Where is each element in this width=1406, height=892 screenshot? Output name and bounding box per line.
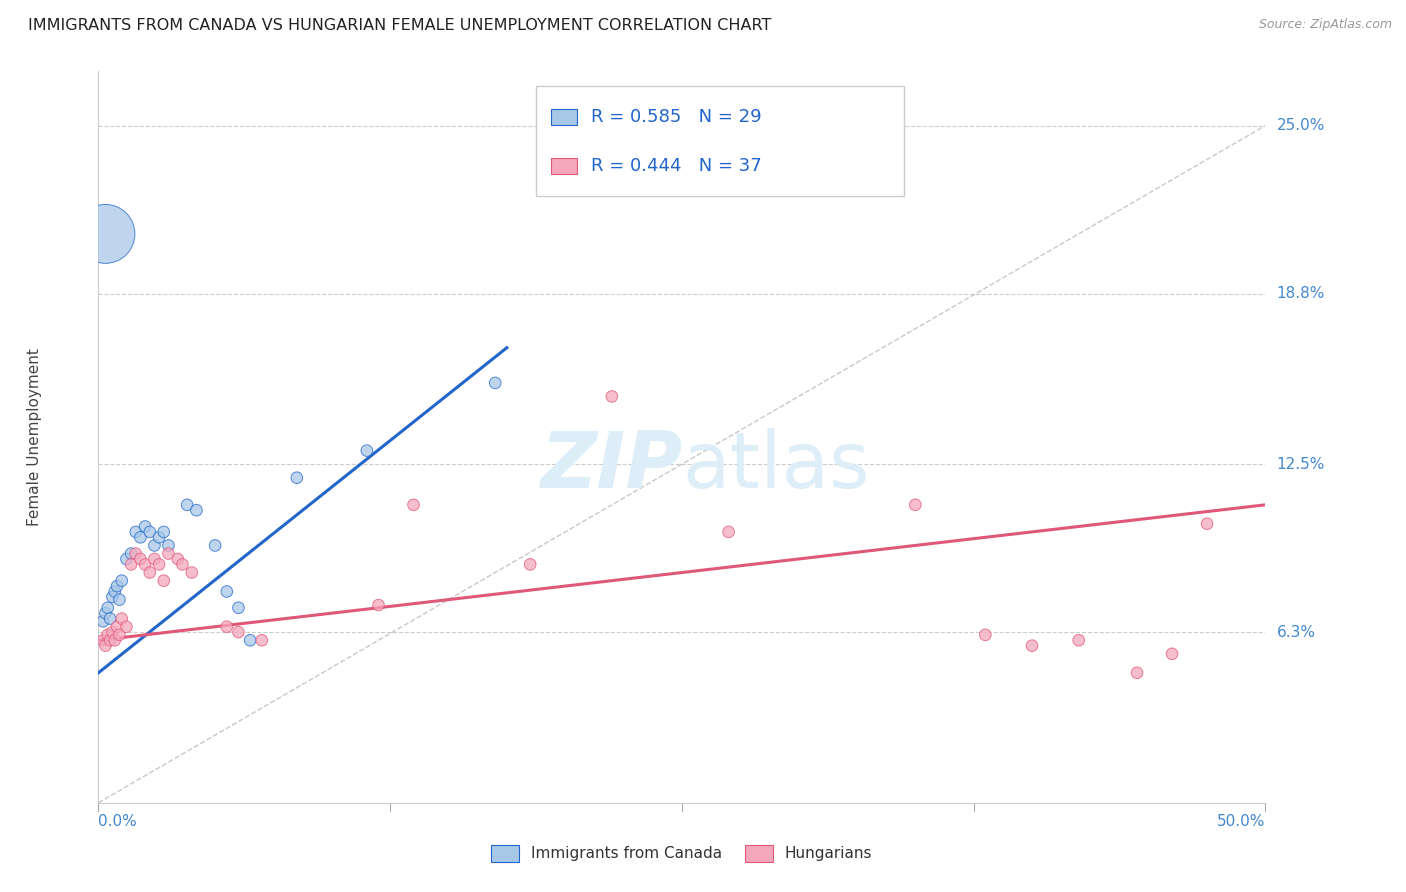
Point — [139, 524, 162, 539]
Point — [228, 625, 250, 640]
Point — [519, 558, 541, 572]
Text: 18.8%: 18.8% — [1277, 286, 1324, 301]
Text: 0.0%: 0.0% — [98, 814, 138, 829]
Text: IMMIGRANTS FROM CANADA VS HUNGARIAN FEMALE UNEMPLOYMENT CORRELATION CHART: IMMIGRANTS FROM CANADA VS HUNGARIAN FEMA… — [28, 18, 772, 33]
Point — [180, 566, 202, 580]
Point — [91, 633, 114, 648]
Point — [120, 547, 142, 561]
Point — [285, 471, 308, 485]
Text: Female Unemployment: Female Unemployment — [27, 348, 42, 526]
Text: atlas: atlas — [682, 428, 869, 504]
Point — [1067, 633, 1090, 648]
Text: 50.0%: 50.0% — [1218, 814, 1265, 829]
Point — [101, 590, 124, 604]
Point — [98, 611, 121, 625]
Point — [186, 503, 208, 517]
Point — [148, 530, 170, 544]
Point — [239, 633, 262, 648]
Text: 12.5%: 12.5% — [1277, 457, 1324, 472]
Point — [104, 633, 127, 648]
Point — [125, 547, 148, 561]
Point — [134, 519, 156, 533]
Point — [97, 628, 120, 642]
Point — [143, 552, 166, 566]
Point — [152, 574, 174, 588]
Point — [1021, 639, 1043, 653]
Text: 6.3%: 6.3% — [1277, 624, 1316, 640]
Point — [101, 625, 124, 640]
Legend: Immigrants from Canada, Hungarians: Immigrants from Canada, Hungarians — [485, 838, 879, 868]
Point — [129, 552, 152, 566]
Point — [367, 598, 389, 612]
Point — [94, 227, 117, 241]
Point — [1195, 516, 1218, 531]
Point — [215, 584, 238, 599]
Text: 25.0%: 25.0% — [1277, 118, 1324, 133]
FancyBboxPatch shape — [536, 86, 904, 195]
Point — [104, 584, 127, 599]
Point — [108, 628, 131, 642]
Point — [157, 547, 180, 561]
Point — [108, 592, 131, 607]
Point — [402, 498, 425, 512]
Point — [125, 524, 148, 539]
Point — [250, 633, 273, 648]
Point — [974, 628, 997, 642]
Point — [204, 538, 226, 552]
Text: Source: ZipAtlas.com: Source: ZipAtlas.com — [1258, 18, 1392, 31]
Point — [115, 620, 138, 634]
Text: R = 0.444   N = 37: R = 0.444 N = 37 — [591, 158, 762, 176]
FancyBboxPatch shape — [551, 159, 576, 175]
Text: ZIP: ZIP — [540, 428, 682, 504]
Point — [484, 376, 506, 390]
Point — [111, 574, 134, 588]
Point — [98, 633, 121, 648]
Point — [356, 443, 378, 458]
Point — [111, 611, 134, 625]
Point — [172, 558, 194, 572]
Point — [166, 552, 188, 566]
Point — [94, 639, 117, 653]
Point — [1126, 665, 1149, 680]
Point — [134, 558, 156, 572]
Point — [228, 600, 250, 615]
Point — [904, 498, 927, 512]
Point — [120, 558, 142, 572]
Text: R = 0.585   N = 29: R = 0.585 N = 29 — [591, 109, 762, 127]
Point — [91, 615, 114, 629]
Point — [143, 538, 166, 552]
Point — [600, 389, 623, 403]
Point — [129, 530, 152, 544]
Point — [94, 606, 117, 620]
Point — [157, 538, 180, 552]
Point — [115, 552, 138, 566]
Point — [105, 620, 128, 634]
Point — [1161, 647, 1184, 661]
Point — [148, 558, 170, 572]
Point — [717, 524, 740, 539]
FancyBboxPatch shape — [551, 110, 576, 126]
Point — [215, 620, 238, 634]
Point — [176, 498, 198, 512]
Point — [105, 579, 128, 593]
Point — [152, 524, 174, 539]
Point — [139, 566, 162, 580]
Point — [97, 600, 120, 615]
